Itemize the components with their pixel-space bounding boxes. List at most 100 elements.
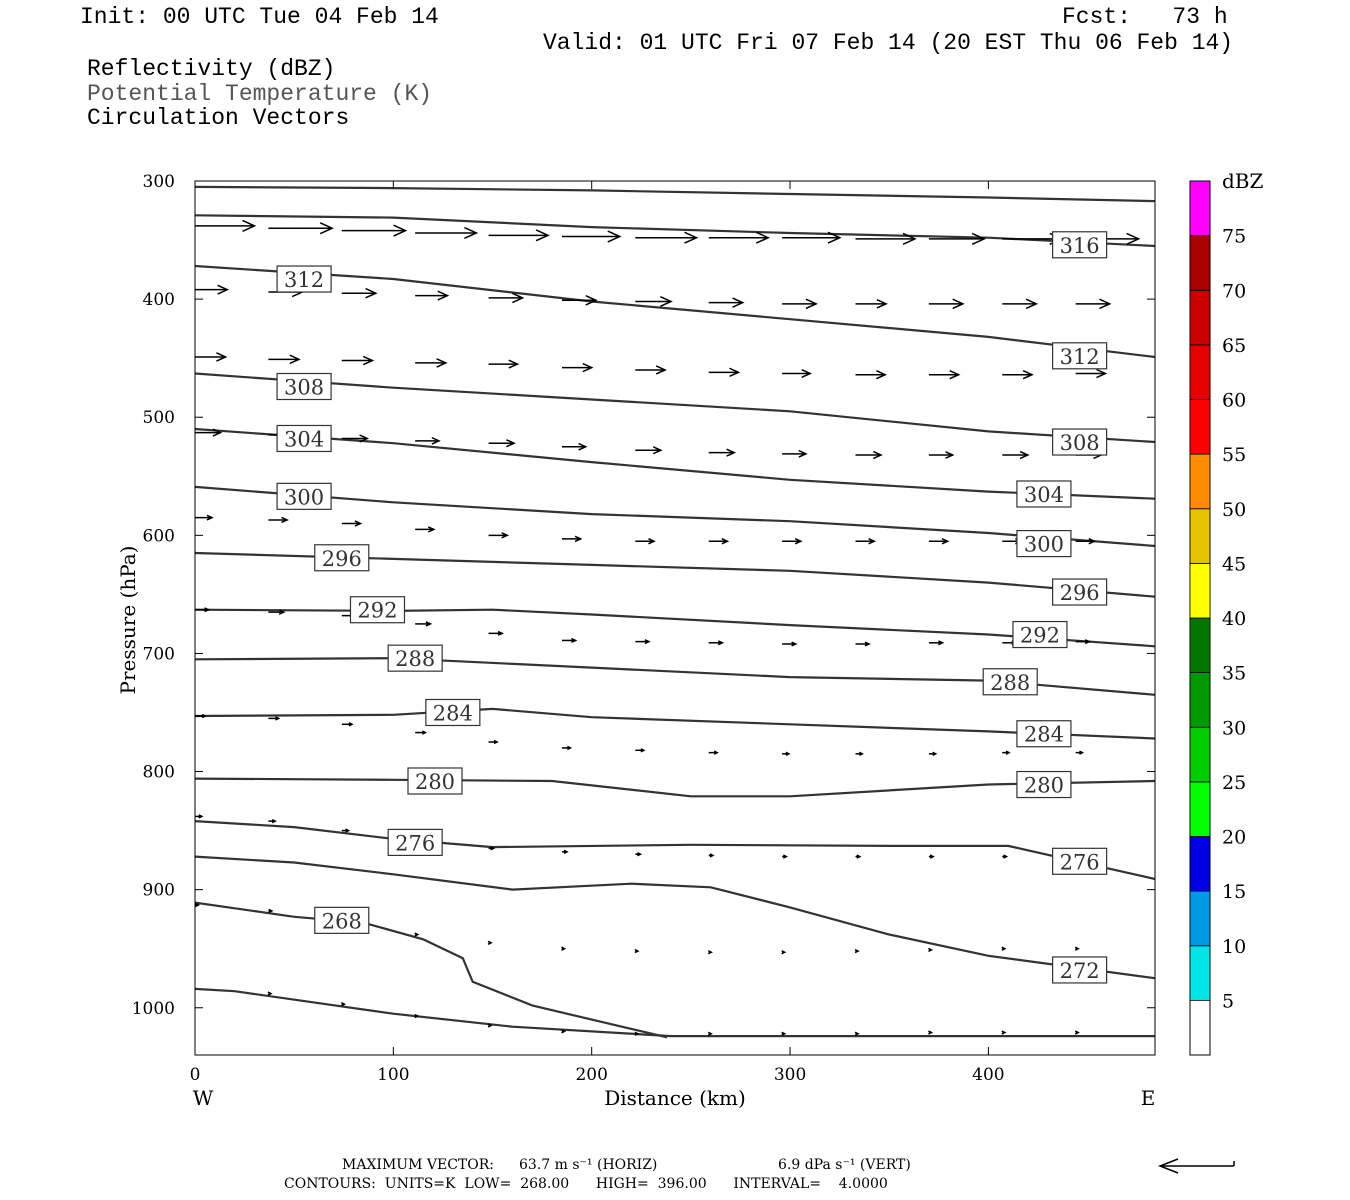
vector-2-8 [782, 369, 812, 378]
contour-label-288-1: 288 [982, 668, 1038, 696]
svg-text:296: 296 [1060, 581, 1100, 605]
vector-3-5 [561, 442, 588, 451]
plot-frame [194, 180, 1156, 1056]
vector-0-1 [268, 222, 334, 235]
colorbar-label-20: 20 [1222, 827, 1246, 849]
vector-6-11 [1002, 750, 1011, 755]
vector-2-1 [268, 354, 301, 365]
vector-6-10 [928, 751, 938, 756]
vector-1-12 [1075, 298, 1112, 310]
colorbar-unit: dBZ [1222, 169, 1264, 193]
colorbar-seg-65 [1189, 289, 1211, 346]
vector-5-4 [488, 630, 504, 636]
vector-1-10 [928, 298, 965, 310]
vector-6-4 [488, 739, 499, 745]
svg-text:280: 280 [1024, 774, 1064, 798]
vector-5-5 [561, 637, 578, 643]
contour-308 [195, 372, 1155, 444]
vector-9-1 [340, 1002, 347, 1007]
colorbar-seg-45 [1189, 508, 1211, 564]
vector-9-7 [781, 1031, 787, 1036]
vector-1-5 [561, 295, 598, 306]
vector-8-9 [854, 948, 860, 954]
vector-8-6 [634, 948, 640, 954]
vector-5-10 [928, 640, 945, 646]
svg-text:268: 268 [322, 909, 362, 933]
contour-label-292-1: 292 [1012, 620, 1068, 649]
vector-5-12 [1075, 639, 1092, 645]
svg-text:276: 276 [395, 831, 435, 855]
x-tick-label-100: 100 [377, 1065, 409, 1085]
vector-8-5 [561, 946, 567, 951]
vector-2-4 [488, 359, 520, 369]
vector-4-10 [928, 538, 950, 545]
vector-8-4 [487, 940, 493, 945]
colorbar-label-40: 40 [1222, 608, 1246, 630]
vector-4-9 [855, 538, 877, 545]
colorbar-label-70: 70 [1222, 280, 1246, 302]
x-tick-label-0: 0 [190, 1065, 201, 1085]
vector-6-12 [1075, 750, 1085, 755]
contour-276 [195, 820, 1155, 881]
x-tick-label-300: 300 [774, 1065, 806, 1085]
vector-7-7 [708, 853, 715, 858]
field-label-vectors: Circulation Vectors [87, 105, 350, 131]
vector-6-6 [635, 748, 646, 753]
vector-5-6 [635, 639, 651, 645]
vector-4-3 [415, 526, 436, 533]
y-tick-label-500: 500 [143, 408, 175, 428]
vector-1-2 [341, 287, 378, 299]
colorbar-seg-10 [1189, 890, 1211, 947]
vector-1-4 [488, 292, 525, 304]
contour-300 [195, 485, 1155, 548]
vector-8-7 [707, 950, 713, 955]
vector-6-2 [341, 722, 354, 727]
svg-text:284: 284 [433, 701, 473, 725]
vector-3-11 [1002, 450, 1030, 460]
contour-label-280-1: 280 [1016, 770, 1072, 799]
contour-292 [195, 608, 1155, 648]
vector-7-10 [928, 854, 935, 859]
vector-0-6 [635, 231, 699, 244]
colorbar-label-30: 30 [1222, 717, 1246, 739]
colorbar-seg-40 [1189, 562, 1211, 619]
contour-316 [195, 214, 1155, 248]
vector-8-10 [928, 947, 934, 953]
vector-2-2 [341, 355, 375, 366]
svg-text:292: 292 [1020, 624, 1060, 648]
svg-text:312: 312 [284, 268, 324, 292]
contour-304 [195, 427, 1155, 500]
vector-1-0 [195, 284, 230, 295]
colorbar-label-65: 65 [1222, 335, 1246, 357]
colorbar-label-75: 75 [1222, 226, 1246, 248]
colorbar-label-25: 25 [1222, 772, 1246, 794]
vector-6-1 [268, 716, 281, 721]
x-tick-label-200: 200 [575, 1065, 607, 1085]
vector-7-5 [561, 849, 569, 855]
vector-3-6 [635, 446, 663, 455]
vector-1-8 [782, 298, 818, 310]
contour-labels: 3163123123083083043043003002962962922922… [276, 231, 1108, 984]
vector-9-10 [1001, 1030, 1007, 1035]
vector-2-3 [415, 358, 448, 368]
vector-5-9 [855, 641, 871, 647]
contour-label-284-0: 284 [425, 698, 481, 727]
colorbar-seg-15 [1189, 836, 1211, 892]
contour-label-300-0: 300 [276, 482, 332, 510]
vector-5-1 [268, 609, 286, 615]
colorbar-seg-30 [1189, 672, 1211, 728]
colorbar-seg-75 [1189, 180, 1211, 237]
svg-text:288: 288 [395, 647, 435, 671]
vector-4-12 [1075, 538, 1097, 545]
vector-8-3 [414, 932, 420, 937]
vector-3-10 [928, 451, 955, 459]
vector-3-8 [782, 449, 808, 458]
vector-8-0 [195, 902, 201, 908]
vector-0-9 [855, 232, 917, 245]
vector-9-6 [707, 1031, 713, 1036]
colorbar-seg-55 [1189, 399, 1211, 455]
max-vector-horiz: 63.7 m s⁻¹ (HORIZ) [519, 1157, 658, 1173]
colorbar-label-60: 60 [1222, 390, 1246, 412]
valid-time: Valid: 01 UTC Fri 07 Feb 14 (20 EST Thu … [543, 30, 1234, 56]
vector-7-9 [855, 854, 862, 859]
